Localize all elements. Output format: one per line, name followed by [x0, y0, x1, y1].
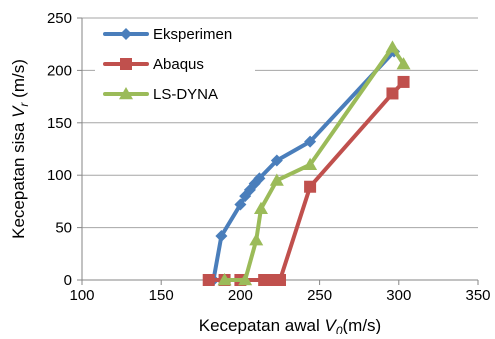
x-tick-label: 300: [386, 287, 411, 304]
y-tick-label: 150: [47, 115, 72, 132]
x-tick-label: 200: [228, 287, 253, 304]
x-tick-label: 250: [307, 287, 332, 304]
legend-item-eksperimen: Eksperimen: [103, 26, 232, 43]
y-tick-label: 0: [64, 272, 72, 289]
series-ls-dyna: [217, 40, 411, 286]
legend-label: Eksperimen: [153, 26, 232, 43]
data-point-abaqus: [304, 180, 317, 193]
y-tick-label: 250: [47, 10, 72, 27]
y-axis-title: Kecepatan sisa Vr (m/s): [9, 59, 31, 239]
data-point-eksperimen: [270, 154, 283, 167]
y-tick-label: 50: [55, 220, 72, 237]
x-axis-title: Kecepatan awal V0(m/s): [199, 316, 381, 334]
legend: Eksperimen Abaqus LS-DYNA: [95, 20, 255, 110]
y-tick-label: 200: [47, 62, 72, 79]
legend-item-abaqus: Abaqus: [103, 56, 204, 73]
x-tick-label: 350: [465, 287, 490, 304]
data-point-ls-dyna: [238, 273, 253, 286]
data-point-eksperimen: [234, 198, 247, 211]
axes: 0 50 100 150 200 250 100 150 200 250 300 350: [47, 10, 491, 304]
data-point-ls-dyna: [253, 201, 268, 214]
data-point-eksperimen: [253, 172, 266, 185]
data-point-ls-dyna: [303, 157, 318, 170]
data-point-ls-dyna: [269, 173, 284, 186]
x-tick-label: 100: [69, 287, 94, 304]
legend-label: LS-DYNA: [153, 86, 218, 103]
data-point-eksperimen: [304, 135, 317, 148]
data-point-ls-dyna: [249, 233, 264, 246]
data-point-ls-dyna: [217, 273, 232, 286]
data-point-abaqus: [202, 274, 215, 286]
y-tick-label: 100: [47, 167, 72, 184]
data-point-eksperimen: [215, 229, 228, 242]
axis-titles: Kecepatan awal V0(m/s) Kecepatan sisa Vr …: [9, 59, 381, 338]
x-tick-label: 150: [149, 287, 174, 304]
data-point-abaqus: [386, 87, 399, 100]
legend-swatch-marker: [120, 28, 132, 40]
series-layer: [202, 40, 411, 286]
legend-label: Abaqus: [153, 56, 204, 73]
legend-swatch-marker: [119, 87, 133, 100]
data-point-ls-dyna: [396, 57, 411, 70]
legend-item-ls-dyna: LS-DYNA: [103, 86, 218, 103]
series-line-ls-dyna: [222, 45, 406, 282]
data-point-ls-dyna: [385, 40, 400, 53]
legend-swatch-marker: [120, 58, 132, 70]
data-point-abaqus: [274, 274, 286, 286]
data-point-abaqus: [397, 75, 410, 88]
